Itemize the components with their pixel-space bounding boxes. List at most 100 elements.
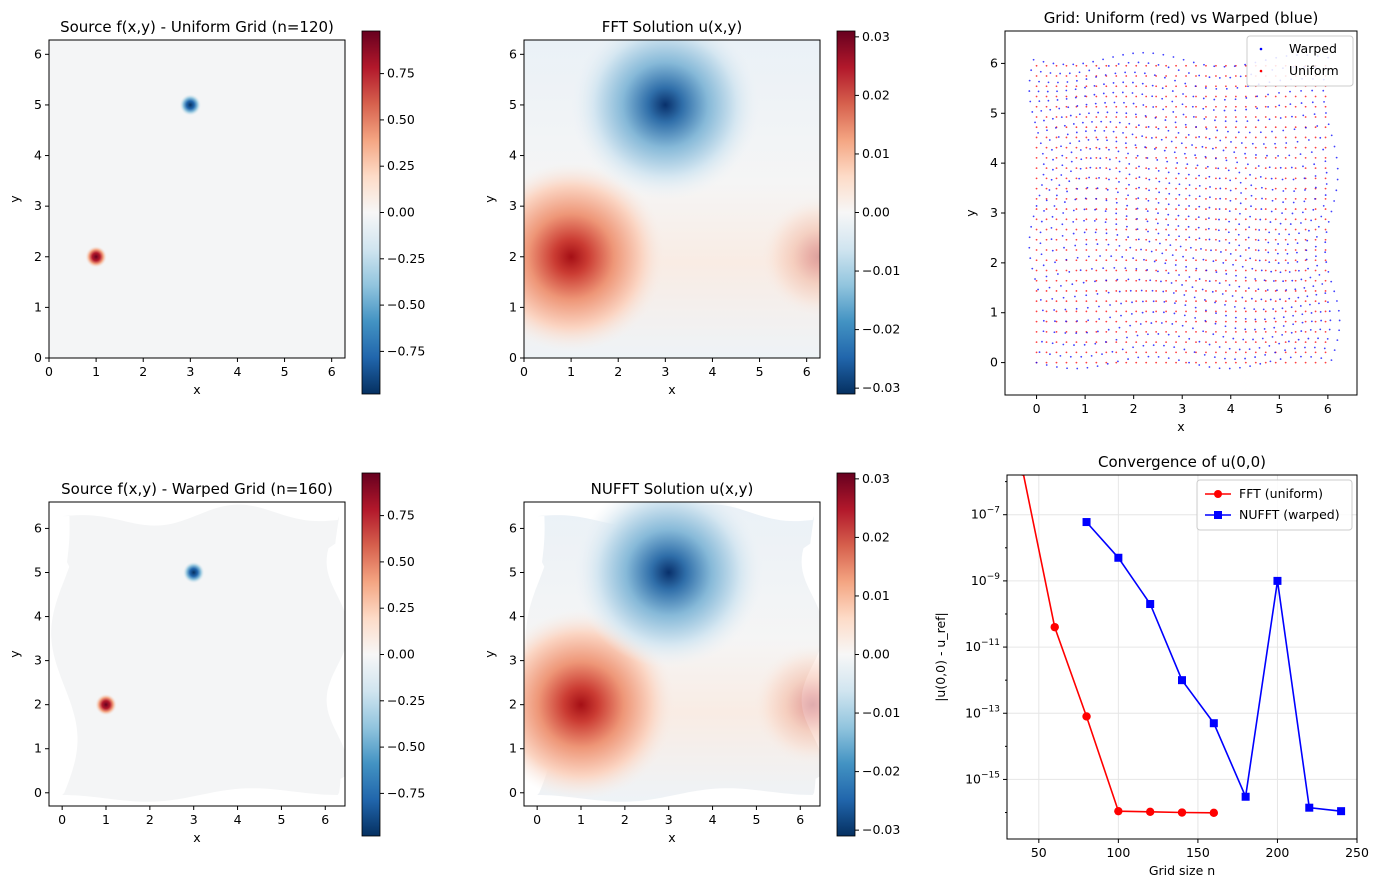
uniform-point — [1264, 320, 1267, 323]
uniform-point — [1165, 341, 1168, 344]
warped-point — [1188, 236, 1191, 239]
uniform-point — [1145, 279, 1148, 282]
warped-point — [1163, 76, 1166, 79]
warped-point — [1303, 177, 1306, 180]
uniform-point — [1135, 177, 1138, 180]
uniform-point — [1035, 95, 1038, 98]
grid_compare-xtick-label: 4 — [1227, 401, 1235, 416]
uniform-point — [1294, 290, 1297, 292]
uniform-point — [1254, 310, 1257, 313]
uniform-point — [1284, 279, 1287, 282]
warped-point — [1184, 304, 1187, 307]
warped-point — [1138, 278, 1141, 281]
warped-point — [1244, 328, 1247, 331]
warped-point — [1217, 229, 1220, 232]
fft_solution-title: FFT Solution u(x,y) — [602, 18, 743, 36]
uniform-point — [1215, 310, 1217, 313]
warped-point — [1095, 197, 1097, 200]
uniform-point — [1175, 249, 1177, 251]
warped-point — [1061, 154, 1064, 157]
warped-point — [1181, 103, 1184, 106]
warped-point — [1288, 154, 1291, 157]
warped-point — [1218, 346, 1221, 348]
warped-point — [1186, 163, 1189, 166]
warped-point — [1078, 113, 1081, 116]
warped-point — [1040, 253, 1043, 256]
warped-point — [1146, 220, 1149, 223]
uniform-point — [1175, 351, 1177, 354]
warped-point — [1043, 210, 1045, 212]
warped-point — [1260, 298, 1263, 301]
warped-point — [1167, 224, 1170, 226]
warped-point — [1277, 154, 1279, 157]
uniform-point — [1085, 228, 1088, 231]
uniform-point — [1035, 136, 1038, 139]
src_warped-ylabel: y — [7, 650, 22, 658]
uniform-point — [1155, 95, 1158, 98]
warped-point — [1115, 140, 1118, 143]
uniform-point — [1234, 300, 1237, 303]
src_warped-xlabel: x — [193, 830, 200, 845]
warped-point — [1287, 262, 1289, 264]
src_uniform-feature-negative — [179, 93, 202, 116]
warped-point — [1324, 194, 1327, 196]
uniform-point — [1045, 136, 1048, 139]
uniform-point — [1215, 85, 1217, 88]
warped-point — [1066, 133, 1069, 136]
warped-point — [1266, 154, 1268, 157]
warped-point — [1205, 127, 1208, 130]
warped-point — [1052, 168, 1054, 171]
warped-point — [1276, 252, 1279, 255]
uniform-point — [1135, 167, 1138, 170]
warped-point — [1191, 144, 1193, 146]
uniform-point — [1284, 300, 1287, 303]
uniform-point — [1304, 300, 1307, 303]
nufft_solution-xtick-label: 6 — [796, 812, 804, 827]
warped-point — [1147, 199, 1150, 202]
warped-point — [1105, 199, 1108, 202]
uniform-point — [1294, 269, 1297, 272]
uniform-point — [1314, 146, 1317, 149]
warped-point — [1161, 252, 1164, 255]
warped-point — [1292, 201, 1295, 204]
warped-point — [1134, 113, 1137, 116]
uniform-point — [1244, 85, 1247, 88]
uniform-point — [1254, 351, 1257, 354]
warped-point — [1183, 314, 1186, 317]
warped-point — [1166, 160, 1169, 163]
uniform-point — [1195, 341, 1197, 344]
uniform-point — [1095, 300, 1098, 303]
warped-point — [1171, 323, 1174, 325]
uniform-point — [1294, 228, 1297, 231]
warped-point — [1030, 225, 1033, 228]
uniform-point — [1085, 208, 1088, 210]
warped-point — [1167, 357, 1170, 360]
nufft_solution-cbar-label: 0.00 — [862, 647, 890, 662]
uniform-point — [1035, 146, 1038, 149]
uniform-point — [1135, 157, 1138, 159]
warped-point — [1078, 71, 1081, 74]
uniform-point — [1185, 208, 1187, 210]
warped-point — [1203, 117, 1206, 120]
warped-point — [1162, 290, 1165, 293]
uniform-point — [1055, 341, 1058, 344]
uniform-point — [1284, 157, 1287, 159]
warped-point — [1272, 280, 1275, 282]
warped-point — [1029, 257, 1032, 260]
warped-point — [1055, 126, 1057, 129]
uniform-point — [1195, 320, 1197, 323]
uniform-point — [1244, 238, 1247, 241]
warped-point — [1177, 172, 1180, 175]
uniform-point — [1224, 197, 1227, 200]
uniform-point — [1045, 187, 1048, 190]
warped-point — [1035, 361, 1038, 364]
warped-point — [1041, 309, 1044, 312]
src_warped-cbar-label: −0.50 — [387, 739, 425, 754]
warped-point — [1202, 258, 1205, 261]
warped-point — [1194, 306, 1197, 309]
uniform-point — [1115, 146, 1118, 149]
warped-point — [1257, 165, 1260, 167]
warped-point — [1336, 178, 1339, 181]
warped-point — [1270, 210, 1273, 213]
grid_compare-xtick-label: 6 — [1324, 401, 1332, 416]
